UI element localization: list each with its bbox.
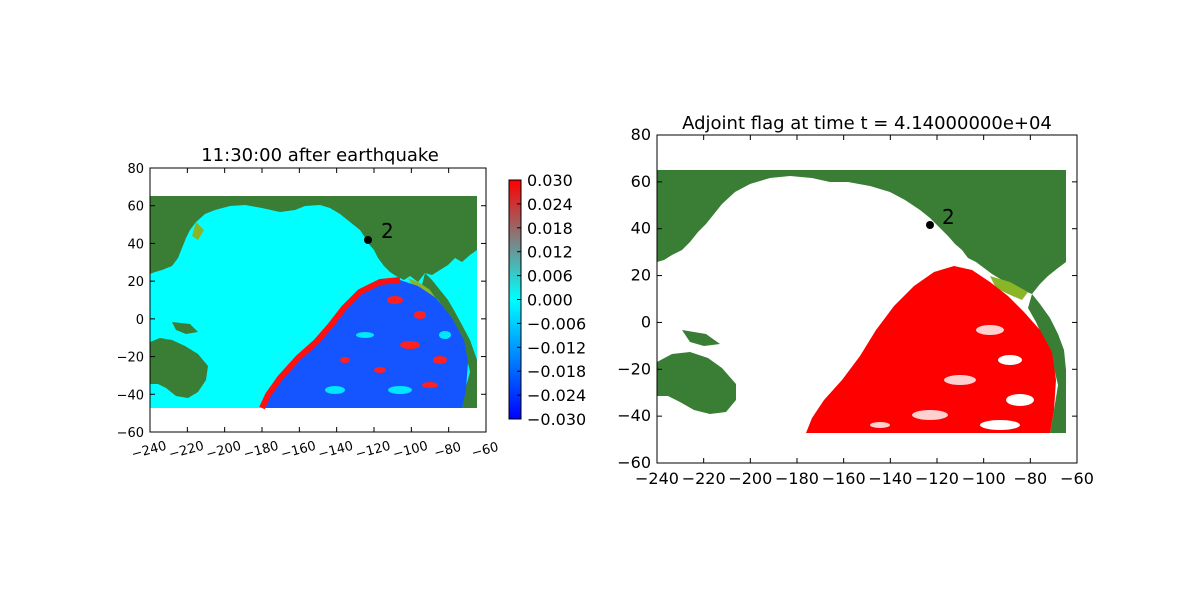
x-tick-label: −140 <box>317 439 355 463</box>
y-tick-label: −60 <box>617 453 651 472</box>
colorbar-tick-label: 0.030 <box>527 171 573 190</box>
x-tick-label: −120 <box>915 469 959 488</box>
right-y-axis: −60 −40 −20 0 20 40 60 80 <box>617 125 1077 472</box>
colorbar-tick-label: 0.000 <box>527 291 573 310</box>
colorbar-tick-label: −0.012 <box>527 338 586 357</box>
left-land-australia <box>150 338 208 398</box>
colorbar-ticks: 0.030 0.024 0.018 0.012 0.006 0.000 −0.006 −0.0… <box>517 171 586 429</box>
colorbar-tick-label: −0.006 <box>527 314 586 333</box>
y-tick-label: −40 <box>117 388 144 403</box>
right-chart: Adjoint flag at time t = 4.14000000e+04 <box>617 113 1094 488</box>
right-flag-holes <box>870 325 1034 430</box>
colorbar-tick-label: −0.030 <box>527 410 586 429</box>
y-tick-label: 0 <box>136 313 144 328</box>
y-tick-label: 60 <box>127 200 144 215</box>
left-chart: 11:30:00 after earthquake <box>117 145 587 462</box>
x-tick-label: −240 <box>635 469 679 488</box>
y-tick-label: 20 <box>127 275 144 290</box>
y-tick-label: 20 <box>631 266 651 285</box>
right-flag-region <box>806 266 1056 433</box>
right-plot-area: 2 <box>657 135 1077 463</box>
x-tick-label: −120 <box>354 439 392 463</box>
y-tick-label: 80 <box>631 125 651 144</box>
x-tick-label: −160 <box>822 469 866 488</box>
x-tick-label: −140 <box>868 469 912 488</box>
y-tick-label: −20 <box>117 351 144 366</box>
x-tick-label: −60 <box>1060 469 1094 488</box>
y-tick-label: 40 <box>631 219 651 238</box>
y-tick-label: −40 <box>617 406 651 425</box>
y-tick-label: 80 <box>127 162 144 177</box>
x-tick-label: −240 <box>130 439 168 463</box>
x-tick-label: −100 <box>391 439 429 463</box>
colorbar-tick-label: 0.006 <box>527 267 573 286</box>
right-x-axis: −240 −220 −200 −180 −160 −140 −120 −100 −80 −60 <box>635 135 1094 488</box>
y-tick-label: −20 <box>617 359 651 378</box>
left-plot-area: 2 <box>150 196 477 432</box>
y-tick-label: 0 <box>641 312 651 331</box>
colorbar-tick-label: 0.018 <box>527 219 573 238</box>
right-land-coast-accent <box>990 276 1028 300</box>
x-tick-label: −160 <box>279 439 317 463</box>
x-tick-label: −180 <box>242 439 280 463</box>
left-data-gap <box>150 408 477 432</box>
colorbar: 0.030 0.024 0.018 0.012 0.006 0.000 −0.006 −0.0… <box>508 171 586 429</box>
colorbar-tick-label: 0.012 <box>527 243 573 262</box>
y-tick-label: 40 <box>127 237 144 252</box>
right-chart-title: Adjoint flag at time t = 4.14000000e+04 <box>682 113 1052 134</box>
x-tick-label: −60 <box>470 440 500 462</box>
right-land-south-america <box>1028 294 1066 433</box>
left-chart-title: 11:30:00 after earthquake <box>201 145 439 166</box>
x-tick-label: −200 <box>728 469 772 488</box>
right-land-australia <box>657 352 736 414</box>
left-land-north <box>150 196 477 282</box>
x-tick-label: −220 <box>682 469 726 488</box>
left-land-south-america <box>422 273 477 408</box>
right-marker-label: 2 <box>942 205 955 229</box>
y-tick-label: −60 <box>117 426 144 441</box>
x-tick-label: −200 <box>205 439 243 463</box>
x-tick-label: −80 <box>433 440 463 462</box>
left-wave-blobs <box>325 296 451 394</box>
left-wavefront <box>259 277 401 410</box>
x-tick-label: −100 <box>962 469 1006 488</box>
left-marker-point <box>364 236 372 244</box>
left-y-axis: −60 −40 −20 0 20 40 60 80 <box>117 162 486 441</box>
x-tick-label: −180 <box>775 469 819 488</box>
x-tick-label: −80 <box>1013 469 1047 488</box>
left-land-coast-accent <box>192 222 204 240</box>
x-tick-label: −220 <box>167 439 205 463</box>
right-land-new-guinea <box>682 330 720 346</box>
left-marker-label: 2 <box>381 219 394 243</box>
y-tick-label: 60 <box>631 172 651 191</box>
colorbar-tick-label: 0.024 <box>527 195 573 214</box>
colorbar-tick-label: −0.024 <box>527 386 586 405</box>
right-marker-point <box>926 221 934 229</box>
left-axes-frame <box>149 167 487 433</box>
right-axes-frame <box>656 134 1078 464</box>
right-land-north <box>657 170 1066 294</box>
left-land-new-guinea <box>172 322 198 334</box>
colorbar-tick-label: −0.018 <box>527 362 586 381</box>
